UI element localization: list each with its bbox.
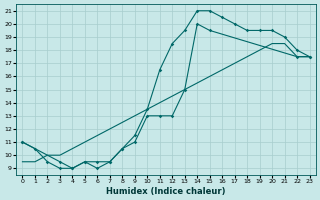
X-axis label: Humidex (Indice chaleur): Humidex (Indice chaleur): [106, 187, 226, 196]
